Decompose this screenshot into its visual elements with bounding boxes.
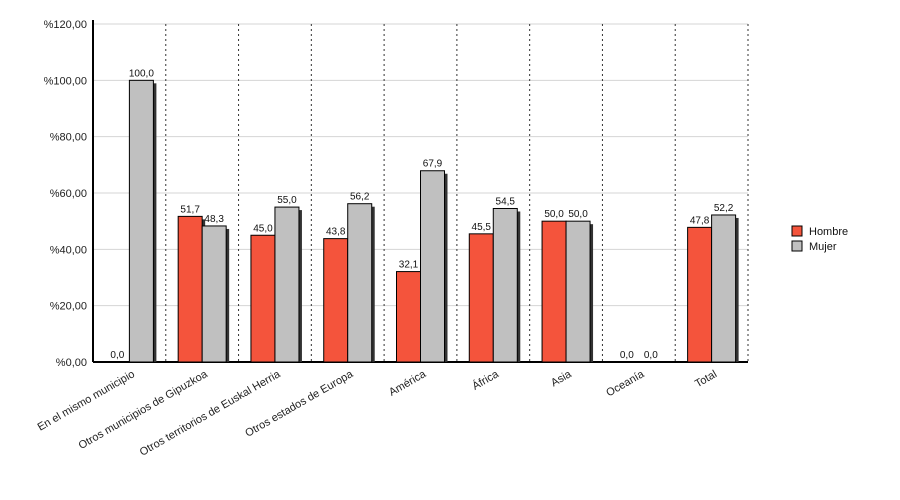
bar-mujer: [201, 225, 227, 363]
data-label: 52,2: [714, 203, 734, 214]
data-label: 100,0: [129, 68, 154, 79]
x-tick-label: África: [470, 367, 502, 393]
x-tick-label: Asia: [549, 368, 574, 390]
data-label: 0,0: [620, 350, 634, 361]
data-label: 45,5: [472, 222, 492, 233]
data-label: 0,0: [110, 350, 124, 361]
bar-hombre: [177, 215, 203, 363]
data-label: 43,8: [326, 227, 346, 238]
y-tick-label: %80,00: [50, 132, 87, 144]
data-label: 55,0: [277, 195, 297, 206]
y-tick-label: %100,00: [44, 75, 87, 87]
data-label: 50,0: [544, 209, 564, 220]
y-tick-label: %60,00: [50, 188, 87, 200]
data-label: 51,7: [180, 204, 200, 215]
x-tick-label: Otros territorios de Euskal Herria: [138, 368, 283, 459]
x-tick-label: América: [387, 368, 429, 399]
bar-mujer: [565, 220, 591, 363]
data-label: 50,0: [568, 209, 588, 220]
bar-hombre: [323, 238, 349, 363]
data-label: 48,3: [204, 214, 224, 225]
bar-mujer: [274, 206, 300, 363]
legend-swatch-mujer: [791, 240, 803, 252]
bar-mujer: [128, 79, 154, 363]
legend-label: Hombre: [809, 226, 848, 238]
data-label: 54,5: [496, 196, 516, 207]
bar-mujer: [420, 170, 445, 363]
x-tick-label: Otros municipios de Gipuzkoa: [77, 368, 211, 452]
data-label: 32,1: [399, 260, 419, 271]
data-label: 47,8: [690, 215, 710, 226]
data-label: 56,2: [350, 192, 370, 203]
bar-hombre: [396, 271, 421, 363]
bar-hombre: [250, 234, 276, 363]
bar-mujer: [492, 207, 518, 363]
bar-hombre: [468, 233, 494, 363]
data-label: 45,0: [253, 223, 273, 234]
bar-mujer: [347, 203, 373, 363]
x-tick-label: Oceanía: [604, 368, 647, 400]
legend-swatch-hombre: [791, 225, 803, 237]
y-tick-label: %20,00: [50, 301, 87, 313]
y-tick-label: %40,00: [50, 244, 87, 256]
data-label: 0,0: [644, 350, 658, 361]
x-tick-label: Total: [693, 368, 719, 390]
y-tick-label: %0,00: [56, 357, 87, 369]
legend-label: Mujer: [809, 241, 837, 253]
bar-hombre: [687, 226, 713, 363]
bar-mujer: [711, 214, 737, 363]
y-tick-label: %120,00: [44, 19, 87, 31]
data-label: 67,9: [423, 159, 443, 170]
bar-hombre: [541, 220, 567, 363]
